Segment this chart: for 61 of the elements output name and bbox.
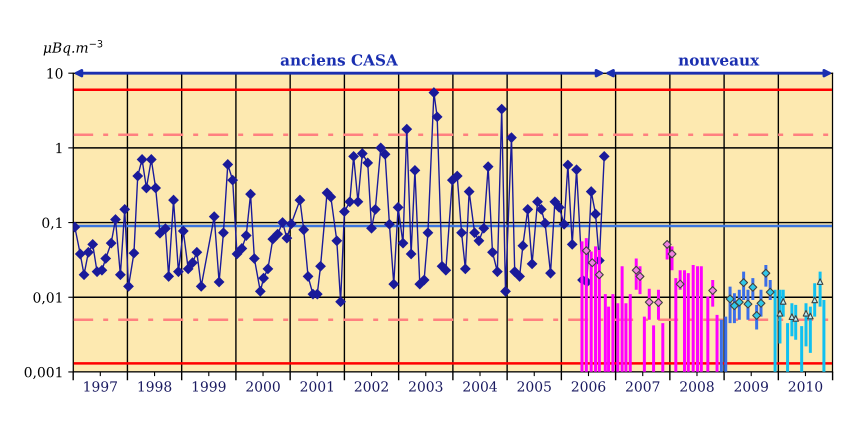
point [594, 270, 604, 280]
x-tick-label: 2005 [518, 381, 551, 392]
bar [652, 325, 656, 372]
y-tick-label: 0,001 [24, 366, 62, 380]
bar [642, 316, 646, 372]
point [662, 240, 672, 249]
x-tick-label: 1999 [192, 381, 226, 392]
y-tick-label: 10 [47, 68, 63, 79]
point [636, 272, 645, 281]
point [726, 294, 735, 304]
point [676, 280, 685, 289]
bar [661, 323, 664, 372]
point [752, 310, 762, 320]
y-tick-label: 1 [56, 142, 62, 154]
point [802, 310, 810, 317]
y-tick-label: 0,1 [42, 218, 62, 230]
point [582, 246, 591, 256]
point [588, 258, 597, 268]
x-tick-label: 1998 [138, 381, 172, 392]
x-tick-label: 2004 [463, 381, 497, 392]
point [708, 286, 718, 296]
point [654, 298, 663, 307]
point [792, 315, 800, 322]
x-tick-label: 2001 [300, 381, 333, 392]
point [811, 296, 818, 304]
x-tick-label: 2010 [788, 381, 822, 392]
point [668, 249, 677, 258]
x-tick-label: 2007 [626, 381, 660, 392]
point [756, 298, 766, 308]
x-tick-label: 2006 [572, 381, 606, 392]
point [816, 278, 824, 285]
bar [611, 294, 614, 372]
point [780, 298, 787, 305]
point [766, 288, 775, 297]
point [776, 310, 784, 317]
x-tick-label: 2008 [680, 381, 714, 392]
bar [720, 320, 723, 372]
point [743, 300, 752, 309]
x-tick-label: 2003 [409, 381, 442, 392]
text: nouveaux [678, 57, 760, 66]
point [644, 298, 654, 307]
bar [628, 294, 632, 372]
y-axis-title: μBq.m$^{−3}$ [44, 40, 102, 56]
x-tick-label: 2002 [354, 381, 388, 392]
bar [620, 266, 624, 372]
text: anciens CASA [280, 54, 398, 66]
point [761, 268, 770, 278]
y-tick-label: 0,01 [33, 292, 62, 304]
x-tick-label: 2009 [734, 381, 768, 392]
point [734, 298, 744, 307]
point [807, 312, 814, 320]
bar [700, 266, 703, 372]
point [632, 266, 641, 275]
x-tick-label: 1997 [84, 381, 117, 392]
point [739, 278, 748, 288]
point [730, 301, 739, 310]
point [748, 282, 758, 292]
bar [774, 290, 777, 372]
bar [716, 314, 719, 372]
x-tick-label: 2000 [246, 381, 280, 392]
bar [604, 294, 607, 372]
